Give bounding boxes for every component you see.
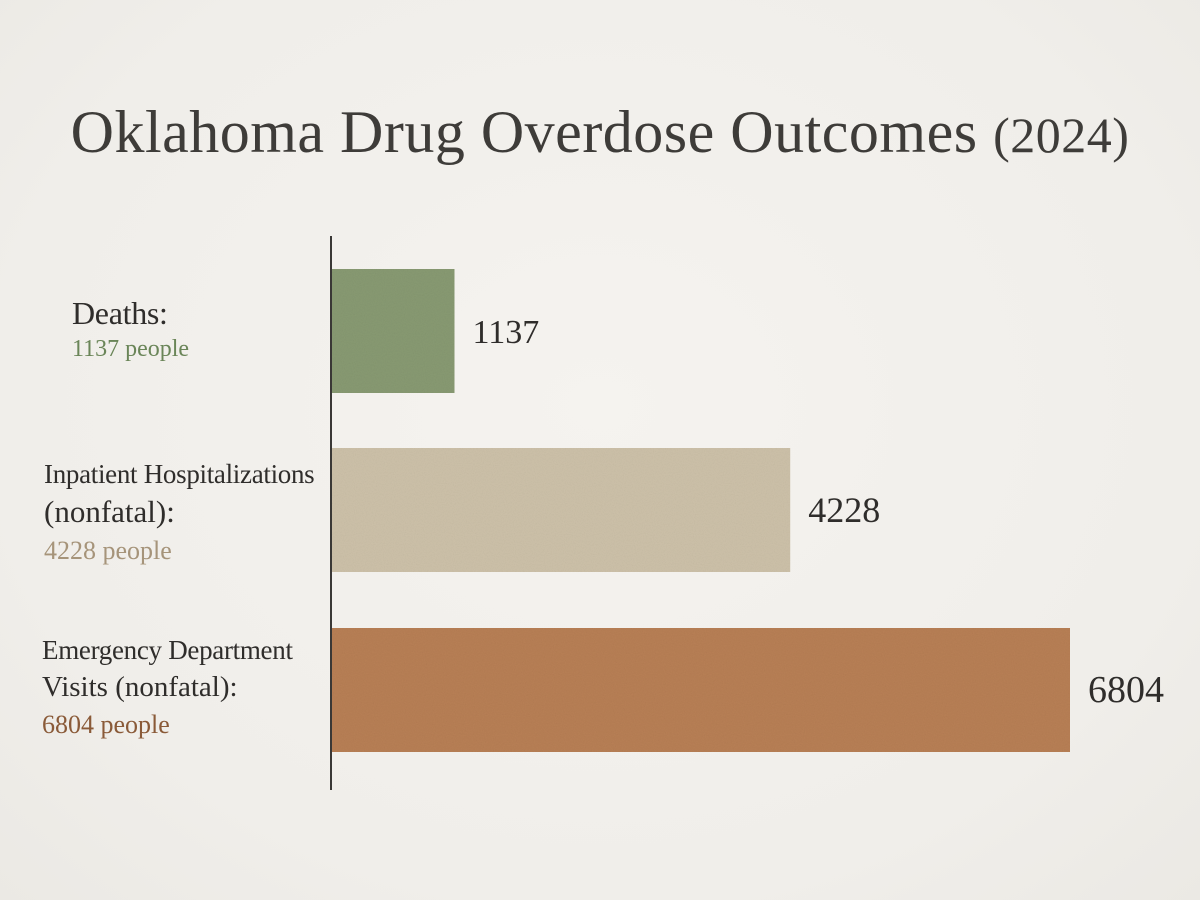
bar-deaths	[331, 269, 455, 393]
bars-layer	[331, 269, 1070, 752]
category-label-emergency-count: 6804 people	[42, 710, 170, 739]
chart-title-year: (2024)	[993, 107, 1130, 163]
chart-title: Oklahoma Drug Overdose Outcomes (2024)	[0, 92, 1200, 175]
category-label-inpatient: Inpatient Hospitalizations (nonfatal): 4…	[44, 456, 315, 568]
category-label-deaths: Deaths: 1137 people	[72, 294, 189, 364]
bar-emergency	[331, 628, 1070, 752]
category-label-emergency-name-2: Visits (nonfatal):	[42, 671, 238, 703]
value-label-inpatient: 4228	[808, 490, 880, 530]
value-label-deaths: 1137	[472, 314, 539, 351]
category-label-emergency: Emergency Department Visits (nonfatal): …	[42, 632, 293, 742]
bar-inpatient	[331, 448, 791, 572]
chart-title-main: Oklahoma Drug Overdose Outcomes	[70, 99, 978, 165]
category-label-inpatient-count: 4228 people	[44, 536, 172, 565]
category-label-inpatient-name: Inpatient Hospitalizations	[44, 459, 315, 489]
category-label-inpatient-name-2: (nonfatal):	[44, 494, 175, 529]
category-label-deaths-name: Deaths:	[72, 295, 168, 331]
category-label-emergency-name: Emergency Department	[42, 635, 293, 665]
value-label-emergency: 6804	[1088, 669, 1164, 711]
value-labels-layer: 1137 4228 6804	[472, 314, 1164, 711]
category-label-deaths-count: 1137 people	[72, 336, 190, 362]
